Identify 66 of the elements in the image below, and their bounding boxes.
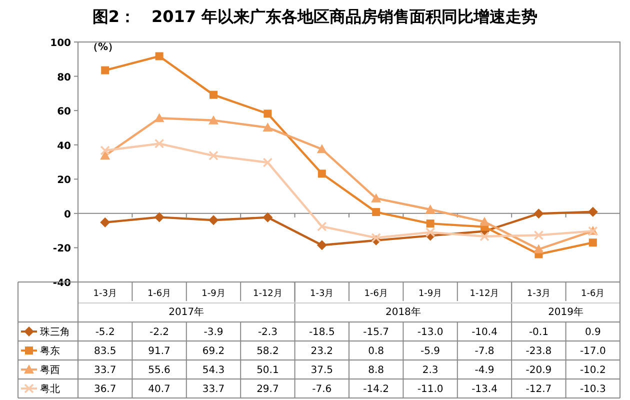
data-label: -4.9 <box>474 365 494 376</box>
y-tick-label: 40 <box>57 140 72 152</box>
data-label: -7.8 <box>474 346 494 357</box>
x-tick-label: 1-3月 <box>93 289 117 299</box>
x-tick-label: 1-6月 <box>364 289 388 299</box>
x-tick-label: 1-12月 <box>252 289 282 299</box>
data-label: 37.5 <box>310 365 334 376</box>
y-tick-label: -20 <box>52 244 72 255</box>
data-label: 50.1 <box>256 365 279 376</box>
data-label: 54.3 <box>202 365 225 376</box>
y-tick-label: 0 <box>64 209 72 220</box>
legend-label: 粤西 <box>40 364 60 376</box>
legend-label: 珠三角 <box>40 326 70 338</box>
data-label: 36.7 <box>94 384 116 395</box>
data-label: -0.1 <box>528 327 548 338</box>
data-label: -2.2 <box>150 327 170 338</box>
data-label: 58.2 <box>256 346 279 357</box>
data-label: -10.4 <box>472 327 498 338</box>
data-label: -13.0 <box>417 327 444 338</box>
x-tick-label: 1-9月 <box>202 289 226 299</box>
chart-title: 图2： 2017 年以来广东各地区商品房销售面积同比增速走势 <box>92 7 538 26</box>
data-label: -13.4 <box>472 384 498 395</box>
data-label: -2.3 <box>258 327 278 338</box>
data-label: -11.0 <box>417 384 444 395</box>
data-label: -5.2 <box>95 327 115 338</box>
x-tick-label: 1-6月 <box>581 289 605 299</box>
data-label: 33.7 <box>94 365 116 376</box>
data-label: 2.3 <box>422 365 438 376</box>
data-label: -15.7 <box>363 327 390 338</box>
data-label: 91.7 <box>148 346 170 357</box>
y-tick-label: 60 <box>57 106 72 118</box>
data-label: -12.7 <box>526 384 552 395</box>
data-label: 8.8 <box>368 365 384 376</box>
data-label: -5.9 <box>420 346 440 357</box>
data-label: 83.5 <box>94 346 116 357</box>
text: 2018年 <box>385 306 421 318</box>
y-axis-title: （%） <box>88 42 118 53</box>
legend-label: 粤东 <box>40 345 60 357</box>
text: 2019年 <box>548 306 584 318</box>
data-label: 55.6 <box>148 365 170 376</box>
data-label: -10.3 <box>580 384 606 395</box>
data-label: 40.7 <box>148 384 170 395</box>
x-tick-label: 1-3月 <box>310 289 334 299</box>
data-label: 33.7 <box>202 384 225 395</box>
text: 2017年 <box>168 306 204 318</box>
data-label: 0.8 <box>368 346 384 357</box>
x-tick-label: 1-3月 <box>526 289 551 299</box>
y-tick-label: 80 <box>57 72 72 84</box>
x-tick-label: 1-6月 <box>147 289 172 299</box>
data-label: -18.5 <box>308 327 335 338</box>
y-tick-label: 20 <box>57 175 72 186</box>
y-tick-label: 100 <box>50 38 72 49</box>
data-label: -23.8 <box>526 346 552 357</box>
data-label: -20.9 <box>526 365 552 376</box>
x-tick-label: 1-12月 <box>470 289 500 299</box>
x-tick-label: 1-9月 <box>418 289 442 299</box>
data-label: 69.2 <box>202 346 225 357</box>
data-label: -14.2 <box>363 384 390 395</box>
data-label: -17.0 <box>580 346 606 357</box>
data-label: -3.9 <box>204 327 224 338</box>
data-label: 23.2 <box>310 346 334 357</box>
data-label: -7.6 <box>312 384 332 395</box>
data-label: -10.2 <box>580 365 606 376</box>
data-label: 0.9 <box>584 327 601 338</box>
legend-label: 粤北 <box>40 383 60 395</box>
data-label: 29.7 <box>256 384 279 395</box>
